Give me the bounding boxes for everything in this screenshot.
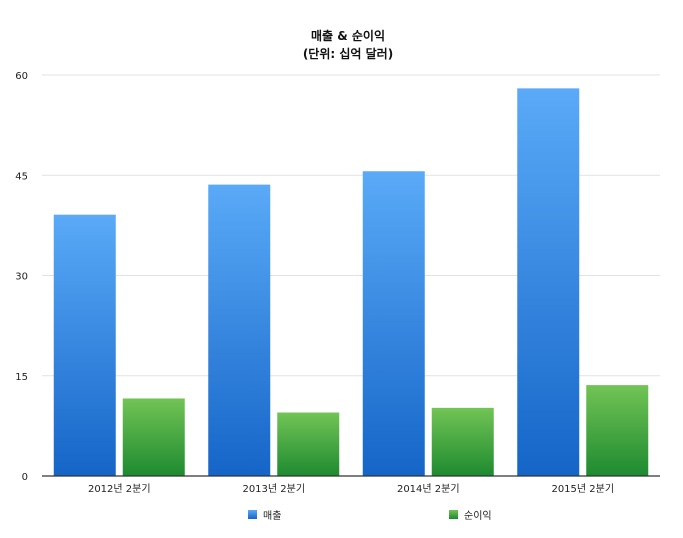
bar-revenue [53, 214, 116, 476]
bar-net-income [277, 412, 340, 476]
y-tick-label: 45 [15, 171, 28, 182]
chart-title: 매출 & 순이익 [311, 28, 385, 43]
x-tick-label: 2012년 2분기 [88, 483, 151, 495]
y-tick-label: 60 [15, 71, 28, 82]
legend-swatch [449, 510, 458, 519]
x-tick-label: 2013년 2분기 [242, 483, 305, 495]
x-axis-ticks: 2012년 2분기 2013년 2분기 2014년 2분기 2015년 2분기 [88, 483, 614, 495]
bar-revenue [208, 184, 271, 476]
y-axis-ticks: 0 15 30 45 60 [15, 71, 28, 483]
legend-label: 순이익 [464, 510, 492, 522]
chart-subtitle: (단위: 십억 달러) [303, 46, 393, 61]
legend: 매출 순이익 [248, 510, 492, 522]
bar-net-income [586, 385, 649, 476]
x-tick-label: 2014년 2분기 [397, 483, 460, 495]
y-tick-label: 0 [22, 472, 28, 483]
y-tick-label: 15 [15, 372, 28, 383]
legend-swatch [248, 510, 257, 519]
bars [53, 88, 649, 477]
bar-revenue [517, 88, 580, 476]
legend-label: 매출 [263, 510, 281, 522]
x-tick-label: 2015년 2분기 [551, 483, 614, 495]
bar-net-income [122, 398, 185, 476]
bar-net-income [431, 407, 494, 476]
y-tick-label: 30 [15, 272, 28, 283]
bar-revenue [362, 171, 425, 477]
